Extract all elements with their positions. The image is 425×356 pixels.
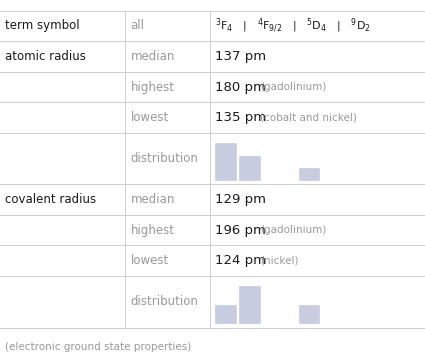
Text: 137 pm: 137 pm: [215, 50, 266, 63]
Bar: [215, 305, 236, 323]
Text: (cobalt and nickel): (cobalt and nickel): [260, 112, 357, 122]
Bar: [239, 286, 260, 323]
Bar: [239, 156, 260, 180]
Text: highest: highest: [130, 224, 175, 237]
Text: term symbol: term symbol: [5, 20, 80, 32]
Text: distribution: distribution: [130, 295, 198, 308]
Text: (nickel): (nickel): [260, 256, 299, 266]
Text: median: median: [130, 50, 175, 63]
Text: median: median: [130, 193, 175, 206]
Text: $^{3}$F$_{4}$   |   $^{4}$F$_{9/2}$   |   $^{5}$D$_{4}$   |   $^{9}$D$_{2}$: $^{3}$F$_{4}$ | $^{4}$F$_{9/2}$ | $^{5}$…: [215, 17, 371, 35]
Text: lowest: lowest: [130, 111, 169, 124]
Text: (gadolinium): (gadolinium): [260, 82, 326, 92]
Text: 129 pm: 129 pm: [215, 193, 266, 206]
Text: (electronic ground state properties): (electronic ground state properties): [5, 342, 191, 352]
Text: lowest: lowest: [130, 254, 169, 267]
Bar: [299, 305, 319, 323]
Bar: [299, 168, 319, 180]
Text: 124 pm: 124 pm: [215, 254, 266, 267]
Text: covalent radius: covalent radius: [5, 193, 96, 206]
Bar: [215, 143, 236, 180]
Text: distribution: distribution: [130, 152, 198, 165]
Text: highest: highest: [130, 80, 175, 94]
Text: (gadolinium): (gadolinium): [260, 225, 326, 235]
Text: 180 pm: 180 pm: [215, 80, 266, 94]
Text: 135 pm: 135 pm: [215, 111, 266, 124]
Text: atomic radius: atomic radius: [5, 50, 86, 63]
Text: all: all: [130, 20, 144, 32]
Text: 196 pm: 196 pm: [215, 224, 266, 237]
